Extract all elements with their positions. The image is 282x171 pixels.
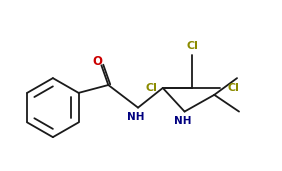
Text: O: O [92, 55, 102, 68]
Text: NH: NH [127, 113, 145, 122]
Text: Cl: Cl [227, 83, 239, 93]
Text: Cl: Cl [187, 41, 199, 51]
Text: NH: NH [174, 116, 191, 126]
Text: Cl: Cl [146, 83, 158, 93]
